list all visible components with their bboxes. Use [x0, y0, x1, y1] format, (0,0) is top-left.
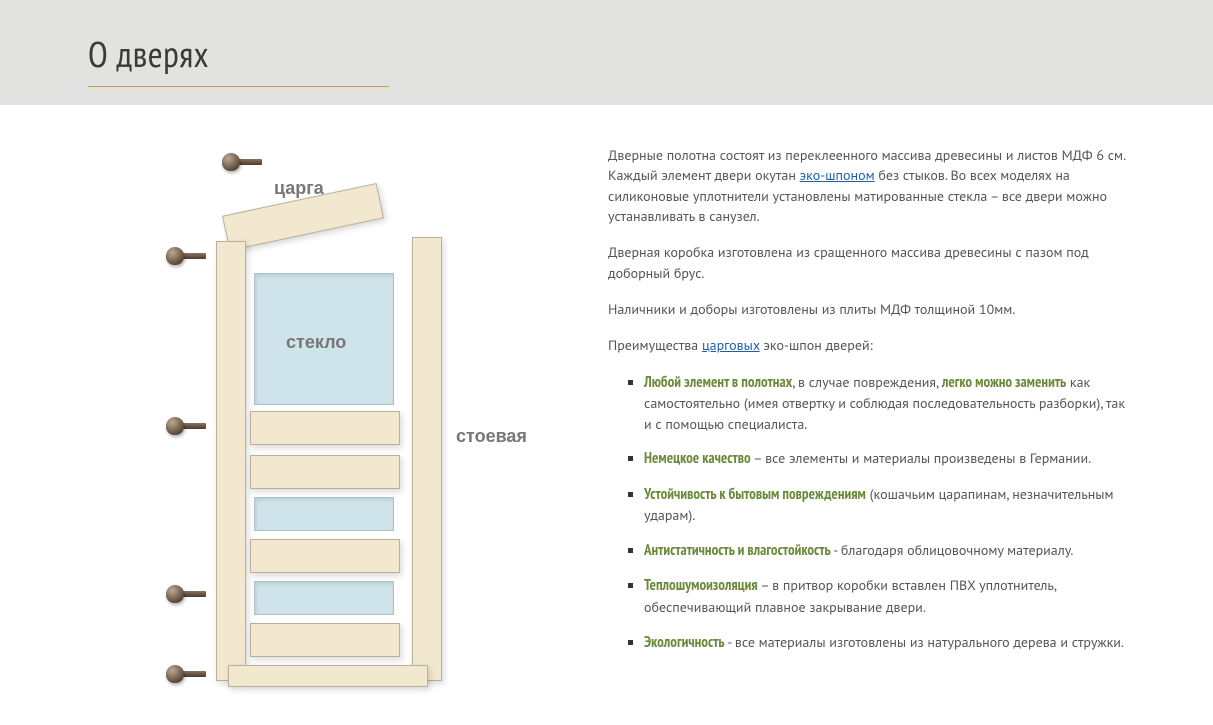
bolt_2-icon: [166, 415, 206, 437]
list-item: Теплошумоизоляция – в притвор коробки вс…: [644, 575, 1128, 617]
bolt_1-icon: [166, 245, 206, 267]
list-item: Антистатичность и влагостойкость - благо…: [644, 540, 1128, 562]
keyword: Теплошумоизоляция: [644, 576, 758, 595]
list-item: Экологичность - все материалы изготовлен…: [644, 632, 1128, 654]
header-band: О дверях: [0, 0, 1213, 105]
paragraph-2: Дверная коробка изготовлена из сращенног…: [608, 242, 1128, 283]
bolt_3-icon: [166, 583, 206, 605]
p4-text-b: эко-шпон дверей:: [760, 336, 873, 354]
door-diagram: царга стекло стоевая: [88, 145, 568, 685]
content-row: царга стекло стоевая Дверные полотна состо…: [0, 105, 1213, 725]
rail_bottom: [228, 665, 428, 687]
right_stile: [412, 237, 442, 681]
diagram-label-stoevaya: стоевая: [456, 423, 527, 449]
list-item: Любой элемент в полотнах, в случае повре…: [644, 372, 1128, 434]
tsargovyh-link[interactable]: царговых: [702, 336, 760, 354]
top_bolt-icon: [222, 151, 262, 173]
list-item: Немецкое качество – все элементы и матер…: [644, 448, 1128, 470]
keyword: Немецкое качество: [644, 449, 751, 468]
paragraph-3: Наличники и доборы изготовлены из плиты …: [608, 299, 1128, 319]
keyword: легко можно заменить: [942, 373, 1066, 392]
rail_3: [250, 539, 400, 573]
diagram-label-steklo: стекло: [286, 329, 346, 355]
p4-text-a: Преимущества: [608, 336, 702, 354]
glass_mid: [254, 497, 394, 531]
keyword: Экологичность: [644, 633, 725, 652]
rail_1: [250, 411, 400, 445]
rail_2: [250, 455, 400, 489]
bolt_4-icon: [166, 663, 206, 685]
list-item: Устойчивость к бытовым повреждениям (кош…: [644, 484, 1128, 526]
keyword: Антистатичность и влагостойкость: [644, 541, 831, 560]
page-title: О дверях: [88, 28, 389, 87]
diagram-label-tsarga: царга: [274, 175, 324, 201]
eco-veneer-link[interactable]: эко-шпоном: [800, 166, 875, 184]
glass_low: [254, 581, 394, 615]
paragraph-4: Преимущества царговых эко-шпон дверей:: [608, 335, 1128, 355]
keyword: Устойчивость к бытовым повреждениям: [644, 485, 866, 504]
rail_4: [250, 623, 400, 657]
paragraph-1: Дверные полотна состоят из переклеенного…: [608, 145, 1128, 226]
keyword: Любой элемент в полотнах: [644, 373, 792, 392]
left_stile: [216, 241, 246, 681]
text-column: Дверные полотна состоят из переклеенного…: [608, 145, 1128, 685]
advantages-list: Любой элемент в полотнах, в случае повре…: [608, 372, 1128, 654]
